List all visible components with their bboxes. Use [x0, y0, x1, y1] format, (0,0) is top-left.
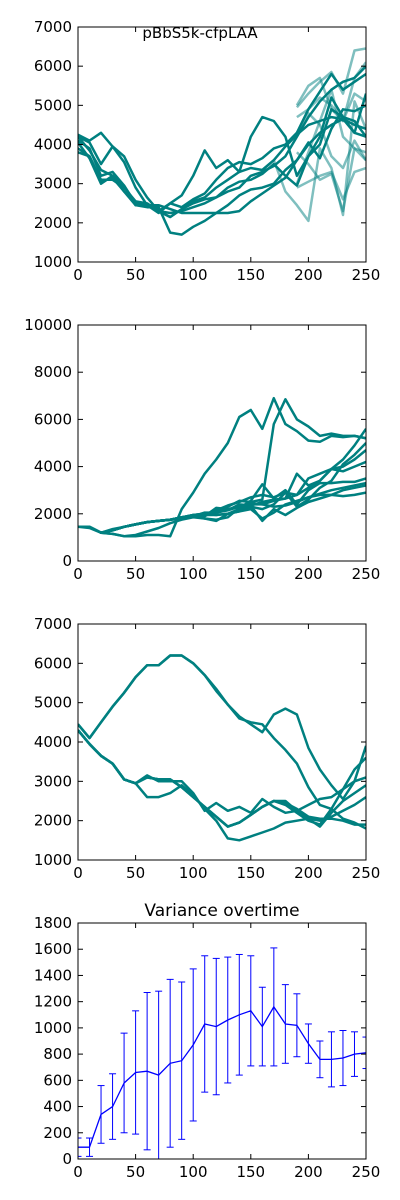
chart-title: Variance overtime	[144, 901, 299, 921]
plot-area	[78, 947, 366, 1159]
x-tick-label: 150	[236, 864, 265, 882]
y-tick-label: 10000	[24, 316, 72, 334]
x-tick-label: 200	[294, 266, 323, 284]
error-bar	[78, 1137, 82, 1157]
y-tick-label: 3000	[34, 175, 72, 193]
y-tick-label: 0	[62, 1150, 72, 1168]
x-tick-label: 100	[179, 1163, 208, 1181]
x-tick-label: 50	[126, 565, 145, 583]
x-tick-label: 100	[179, 266, 208, 284]
y-tick-label: 2000	[34, 505, 72, 523]
y-tick-label: 1800	[34, 914, 72, 932]
x-tick-label: 200	[294, 864, 323, 882]
y-tick-label: 6000	[34, 654, 72, 672]
y-tick-label: 1200	[34, 993, 72, 1011]
y-tick-label: 2000	[34, 812, 72, 830]
y-tick-label: 800	[43, 1045, 72, 1063]
y-tick-label: 4000	[34, 458, 72, 476]
y-tick-label: 5000	[34, 96, 72, 114]
x-tick-label: 0	[73, 565, 83, 583]
error-bar	[362, 1036, 366, 1070]
x-tick-label: 200	[294, 1163, 323, 1181]
x-tick-label: 0	[73, 266, 83, 284]
chart-panel-3: 0 50 100 150 200 250 1000 2000 3000 4000 5000 6000 7…	[34, 615, 381, 882]
y-tick-label: 4000	[34, 136, 72, 154]
plot-area	[78, 654, 366, 842]
figure-title: pBbS5k-cfpLAA	[142, 24, 258, 42]
y-tick-label: 1400	[34, 966, 72, 984]
x-tick-label: 200	[294, 565, 323, 583]
series-line-5	[78, 104, 366, 215]
y-tick-label: 4000	[34, 733, 72, 751]
x-tick-label: 250	[352, 565, 381, 583]
y-tick-label: 6000	[34, 410, 72, 428]
series-line-5	[78, 729, 366, 828]
x-tick-label: 50	[126, 864, 145, 882]
axes-frame	[77, 26, 367, 263]
series-line-2	[78, 72, 366, 215]
y-tick-label: 7000	[34, 18, 72, 36]
series-line-2	[78, 654, 366, 830]
faded-series-line-3	[295, 111, 366, 170]
x-tick-label: 150	[236, 565, 265, 583]
series-line-1	[78, 115, 366, 219]
y-tick-label: 1000	[34, 1019, 72, 1037]
x-tick-label: 250	[352, 864, 381, 882]
y-tick-label: 8000	[34, 363, 72, 381]
series-line-7	[78, 729, 366, 828]
y-tick-label: 0	[62, 552, 72, 570]
x-tick-label: 50	[126, 266, 145, 284]
faded-series-line-2	[295, 47, 366, 109]
x-tick-label: 100	[179, 565, 208, 583]
series-line-10	[78, 460, 366, 534]
y-tick-label: 2000	[34, 214, 72, 232]
x-tick-label: 0	[73, 1163, 83, 1181]
plot-area	[78, 47, 366, 236]
x-tick-label: 0	[73, 864, 83, 882]
x-tick-label: 50	[126, 1163, 145, 1181]
x-tick-label: 150	[236, 1163, 265, 1181]
series-line-6	[78, 729, 366, 828]
chart-panel-1: 0 50 100 150 200 250 1000 2000 3000 4000 5000 6000 7…	[34, 18, 381, 284]
plot-area	[78, 396, 366, 538]
y-tick-label: 7000	[34, 615, 72, 633]
y-tick-label: 6000	[34, 57, 72, 75]
y-tick-label: 400	[43, 1098, 72, 1116]
y-tick-label: 1000	[34, 851, 72, 869]
axes-frame	[77, 324, 367, 562]
y-tick-label: 1000	[34, 253, 72, 271]
x-tick-label: 150	[236, 266, 265, 284]
x-tick-label: 250	[352, 1163, 381, 1181]
series-line-4	[78, 729, 366, 842]
series-line-7	[78, 65, 366, 215]
y-tick-label: 3000	[34, 772, 72, 790]
chart-panel-2: 0 50 100 150 200 250 0 2000 4000 6000 8000 10000	[24, 316, 380, 583]
y-tick-label: 1600	[34, 940, 72, 958]
faded-series-line-7	[296, 166, 366, 201]
series-line-4	[78, 449, 366, 534]
x-tick-label: 100	[179, 864, 208, 882]
x-tick-label: 250	[352, 266, 381, 284]
y-tick-label: 5000	[34, 694, 72, 712]
chart-panel-variance: 0 50 100 150 200 250 0 200 400 600 800 1000 1200 1400…	[34, 901, 381, 1181]
variance-line	[78, 1005, 366, 1148]
axes-frame	[77, 922, 367, 1160]
y-tick-label: 200	[43, 1124, 72, 1142]
y-tick-label: 600	[43, 1071, 72, 1089]
